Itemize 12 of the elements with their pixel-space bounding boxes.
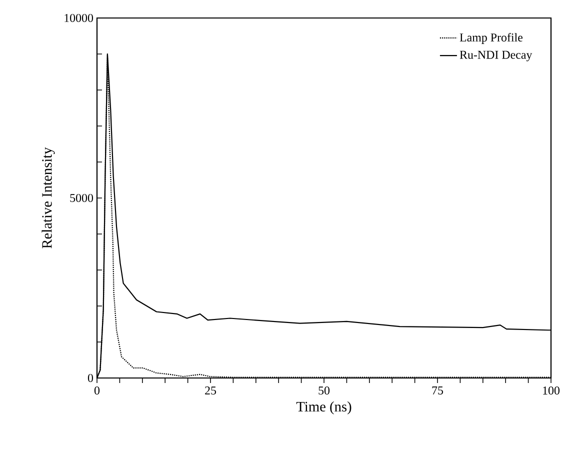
legend-label: Ru-NDI Decay xyxy=(460,50,532,62)
x-tick-label: 25 xyxy=(205,386,216,395)
x-tick-label: 50 xyxy=(318,386,330,395)
y-tick-label: 10000 xyxy=(64,14,94,22)
x-tick-label: 100 xyxy=(543,386,560,395)
y-tick-label: 5000 xyxy=(70,194,94,202)
x-tick-label: 75 xyxy=(432,386,444,394)
y-axis-title: Relative Intensity xyxy=(42,147,55,248)
x-tick-label: 0 xyxy=(94,386,100,395)
legend-label: Lamp Profile xyxy=(460,32,523,44)
y-tick-label: 0 xyxy=(88,374,94,382)
x-axis-title: Time (ns) xyxy=(296,401,352,414)
